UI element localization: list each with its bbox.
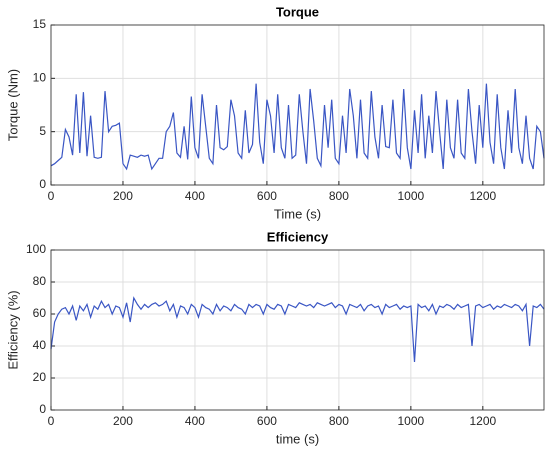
plot-area <box>51 25 544 185</box>
x-tick-label: 0 <box>48 189 55 203</box>
y-tick-label: 20 <box>33 370 47 384</box>
x-axis-label: time (s) <box>276 431 319 446</box>
x-tick-label: 800 <box>329 414 349 428</box>
plot-area <box>51 250 544 410</box>
y-tick-label: 40 <box>33 338 47 352</box>
x-tick-label: 200 <box>113 189 133 203</box>
x-tick-label: 400 <box>185 414 205 428</box>
y-tick-label: 60 <box>33 306 47 320</box>
x-tick-label: 200 <box>113 414 133 428</box>
y-tick-label: 5 <box>39 124 46 138</box>
x-tick-label: 0 <box>48 414 55 428</box>
x-tick-label: 600 <box>257 189 277 203</box>
y-tick-label: 0 <box>39 177 46 191</box>
y-tick-label: 80 <box>33 274 47 288</box>
x-tick-label: 1000 <box>398 414 425 428</box>
x-tick-label: 600 <box>257 414 277 428</box>
x-tick-label: 1000 <box>398 189 425 203</box>
chart-title: Torque <box>276 4 319 19</box>
y-axis-label: Torque (Nm) <box>5 69 20 141</box>
axes-box <box>50 249 545 411</box>
x-tick-label: 800 <box>329 189 349 203</box>
y-tick-label: 10 <box>33 71 47 85</box>
y-tick-label: 0 <box>39 402 46 416</box>
y-tick-label: 100 <box>26 242 46 256</box>
y-axis-label: Efficiency (%) <box>5 290 20 369</box>
data-line <box>50 296 545 363</box>
y-tick-label: 15 <box>33 17 47 31</box>
axes-box <box>50 24 545 186</box>
x-tick-label: 1200 <box>469 189 496 203</box>
chart-title: Efficiency <box>267 229 329 244</box>
x-tick-label: 1200 <box>469 414 496 428</box>
x-tick-label: 400 <box>185 189 205 203</box>
data-line <box>50 83 545 171</box>
x-axis-label: Time (s) <box>274 206 321 221</box>
